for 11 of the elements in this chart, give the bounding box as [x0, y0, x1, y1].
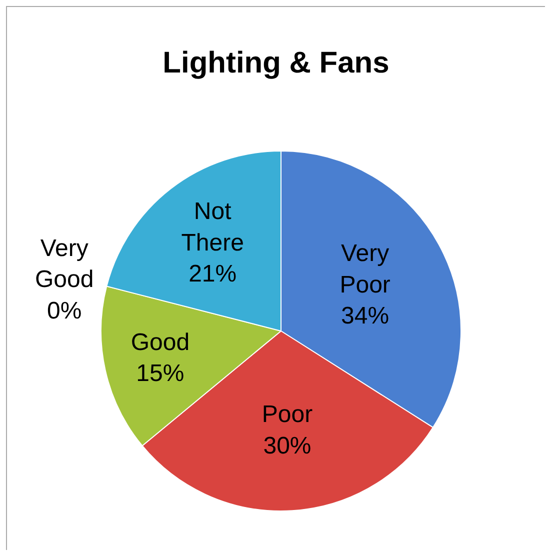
chart-title: Lighting & Fans	[162, 46, 390, 80]
category-label: Very Good	[35, 235, 94, 294]
slice-label: Good	[130, 328, 190, 356]
slice-label: Not There	[181, 198, 244, 256]
data-label: 21%	[188, 260, 237, 288]
data-label: 15%	[136, 360, 184, 388]
slice-label: Very Poor	[340, 240, 390, 298]
data-label: 34%	[341, 302, 390, 330]
data-label: 30%	[263, 432, 312, 460]
slice-label: Poor	[262, 401, 313, 428]
text: 0%	[47, 297, 82, 324]
